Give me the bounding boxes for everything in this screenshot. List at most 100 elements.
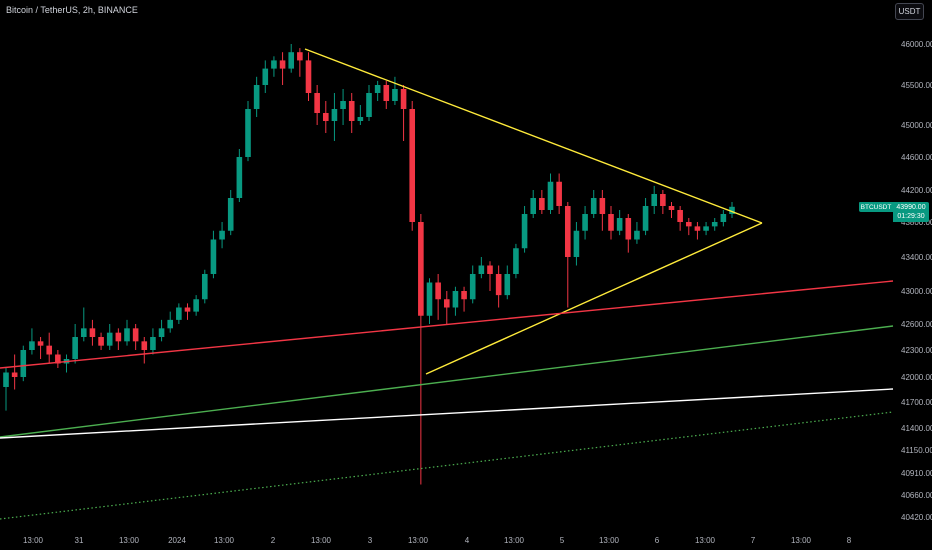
triangle-upper-line[interactable] <box>304 48 763 224</box>
price-tick-label: 43000.00 <box>901 287 932 296</box>
time-axis[interactable]: 13:00 31 13:00 2024 13:00 2 13:00 3 13:00 4 13:00 5… <box>23 536 852 545</box>
candle-body <box>634 230 640 240</box>
candle <box>374 80 381 101</box>
candle <box>660 190 666 214</box>
trendlines[interactable] <box>0 48 894 520</box>
candle-body <box>348 101 355 121</box>
time-tick-label: 13:00 <box>119 536 140 545</box>
candle <box>564 202 571 308</box>
candle <box>513 243 519 279</box>
candle <box>11 354 18 390</box>
price-tick-label: 41400.00 <box>901 424 932 433</box>
candle-body <box>20 350 27 377</box>
price-tick-label: 40420.00 <box>901 513 932 522</box>
candle-body <box>115 332 122 342</box>
candle-body <box>400 89 407 109</box>
candle-body <box>694 226 701 231</box>
candle <box>452 286 459 316</box>
price-tick-label: 45500.00 <box>901 81 932 90</box>
candle <box>124 319 130 346</box>
price-tick-label: 41150.00 <box>901 446 932 455</box>
price-tick-label: 43400.00 <box>901 253 932 262</box>
chart-title: Bitcoin / TetherUS, 2h, BINANCE <box>6 5 138 15</box>
candle <box>711 218 718 231</box>
candle-body <box>495 274 502 296</box>
price-axis[interactable]: 46000.00 45500.00 45000.00 44600.00 44200.00… <box>901 40 932 522</box>
time-tick-label: 13:00 <box>504 536 525 545</box>
candle <box>521 206 528 253</box>
candle <box>150 328 156 355</box>
candle-body <box>322 113 329 121</box>
candle-body <box>426 282 433 316</box>
candle-body <box>158 328 165 337</box>
candle-body <box>469 274 476 300</box>
candle-body <box>297 52 303 61</box>
triangle-lower-line[interactable] <box>425 222 763 375</box>
candle <box>409 101 416 231</box>
candle <box>20 345 27 382</box>
candle <box>279 52 286 85</box>
candle-body <box>106 332 113 346</box>
candle <box>625 214 632 253</box>
candle-body <box>573 230 580 257</box>
time-tick-label: 7 <box>751 536 756 545</box>
candle <box>556 173 562 214</box>
candle-body <box>184 307 191 312</box>
price-tick-label: 40910.00 <box>901 469 932 478</box>
price-badge: 43990.00 01:29:30 <box>893 202 929 222</box>
candle <box>29 328 35 355</box>
candle-body <box>262 68 269 85</box>
candle-body <box>288 52 295 69</box>
candle-body <box>711 222 718 227</box>
price-tick-label: 44600.00 <box>901 153 932 162</box>
white-support-line[interactable] <box>0 388 894 439</box>
time-tick-label: 13:00 <box>695 536 716 545</box>
candle <box>3 368 9 411</box>
candle <box>539 190 545 214</box>
red-support-line[interactable] <box>0 280 894 369</box>
candle-body <box>521 214 528 249</box>
candle <box>443 291 450 324</box>
candle <box>331 93 338 141</box>
candle <box>141 337 148 364</box>
candle <box>245 101 251 162</box>
candle-body <box>409 109 416 222</box>
price-tick-label: 46000.00 <box>901 40 932 49</box>
candle-body <box>29 341 35 350</box>
candle <box>262 60 269 93</box>
candle-body <box>616 218 623 231</box>
candle <box>435 274 441 320</box>
countdown-text: 01:29:30 <box>897 213 925 220</box>
candle <box>158 319 165 342</box>
candle-series <box>3 44 735 485</box>
candle <box>322 101 329 133</box>
green-support-line[interactable] <box>0 325 894 438</box>
candle-body <box>582 214 588 231</box>
time-tick-label: 4 <box>465 536 470 545</box>
candle-body <box>547 181 554 210</box>
candle <box>677 206 683 231</box>
candle-body <box>3 372 9 387</box>
candle <box>184 303 191 320</box>
candle-body <box>279 60 286 69</box>
candle <box>651 185 658 214</box>
candle-body <box>89 328 96 337</box>
time-tick-label: 8 <box>847 536 852 545</box>
candle-body <box>685 222 692 227</box>
candle <box>504 265 511 300</box>
currency-button[interactable]: USDT <box>895 3 924 20</box>
candle-body <box>660 194 666 206</box>
time-tick-label: 13:00 <box>599 536 620 545</box>
price-tick-label: 44200.00 <box>901 186 932 195</box>
candle-body <box>98 337 104 346</box>
candle <box>80 307 87 342</box>
candle <box>478 257 485 279</box>
candle-body <box>608 214 614 231</box>
candle-body <box>452 291 459 308</box>
dotted-green-support-line[interactable] <box>0 411 894 520</box>
candle <box>469 265 476 304</box>
candle-body <box>210 239 217 274</box>
time-tick-label: 5 <box>560 536 565 545</box>
candle <box>340 89 346 125</box>
